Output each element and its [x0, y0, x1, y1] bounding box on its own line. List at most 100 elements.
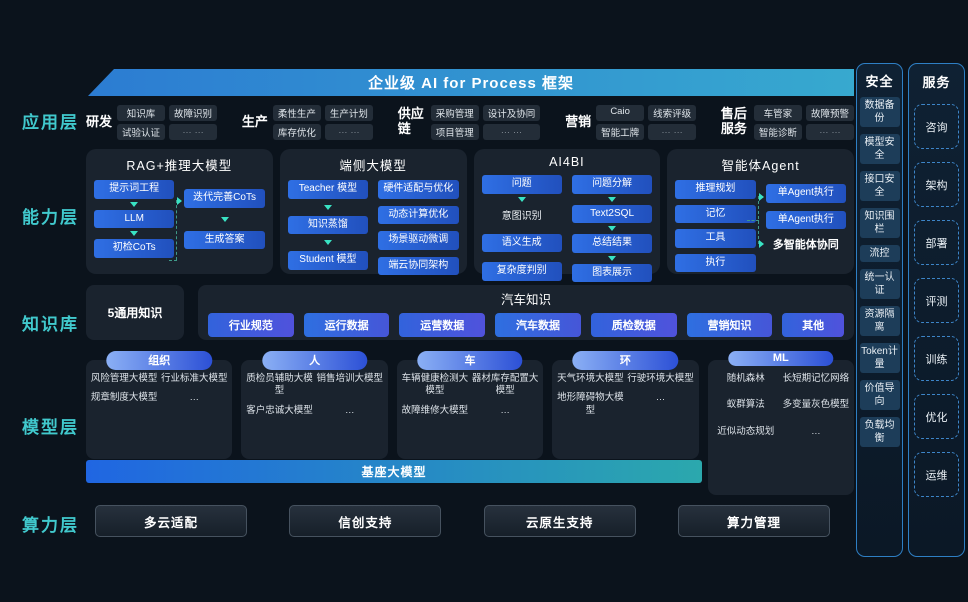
- app-item: 柔性生产: [272, 104, 321, 121]
- connector-line: [176, 200, 178, 260]
- flow-step: 迭代完善CoTs: [184, 189, 265, 208]
- app-group-items: 知识库 故障识别 试验认证… …: [117, 104, 218, 140]
- model-layer-row: 组织 风险管理大模型 行业标准大模型 规章制度大模型 … 人 质检员辅助大模型 销售培训…: [86, 351, 855, 495]
- flow-step: 语义生成: [481, 233, 562, 252]
- security-item: 流控: [859, 245, 900, 262]
- layer-label-application: 应用层: [22, 113, 79, 132]
- knowledge-pill: 行业规范: [208, 313, 294, 337]
- security-item: 模型安全: [859, 134, 900, 164]
- model-group-ml: ML 随机森林 长短期记忆网络 蚁群算法 多变量灰色模型 近似动态规划…: [707, 351, 855, 495]
- model-group-vehicle: 车 车辆健康检测大模型 器材库存配置大模型 故障维修大模型…: [396, 351, 544, 459]
- app-item: 故障识别: [169, 104, 218, 121]
- security-item: 接口安全: [859, 171, 900, 201]
- flow-step: 知识蒸馏: [287, 215, 369, 234]
- flow-step: 生成答案: [184, 230, 265, 249]
- framework-banner: 企业级 AI for Process 框架: [88, 69, 854, 96]
- knowledge-pill: 汽车数据: [495, 313, 581, 337]
- model-items: 天气环境大模型 行驶环境大模型 地形障碍物大模型…: [556, 373, 694, 417]
- app-group-items: 采购管理 设计及协同 项目管理… …: [430, 104, 541, 140]
- flow-step: 初检CoTs: [94, 239, 175, 258]
- model-item: …: [500, 404, 510, 416]
- arrow-down-icon: [323, 240, 332, 245]
- base-model-bar: 基座大模型: [86, 460, 702, 483]
- app-group-items: 柔性生产 生产计划 库存优化… …: [272, 104, 373, 140]
- connector-line: [746, 220, 759, 221]
- service-item: 优化: [914, 394, 959, 439]
- app-item: 生产计划: [324, 104, 373, 121]
- layer-label-capability: 能力层: [22, 208, 79, 227]
- flow-step: LLM: [94, 209, 175, 228]
- model-item: 行业标准大模型: [161, 373, 228, 384]
- arrow-down-icon: [323, 204, 332, 210]
- security-items: 数据备份 模型安全 接口安全 知识围栏 流控 统一认证 资源隔离 Token计量 价值导向 负载均…: [859, 97, 900, 447]
- flow-step: 复杂度判别: [481, 262, 562, 281]
- general-knowledge-box: 5通用知识: [86, 285, 184, 340]
- app-item: … …: [169, 123, 218, 140]
- arrow-down-icon: [608, 196, 617, 202]
- flow-step: 记忆: [675, 204, 756, 223]
- model-group-header: 车: [417, 351, 523, 370]
- model-item: …: [344, 404, 355, 416]
- model-item: 风险管理大模型: [90, 373, 158, 384]
- app-item: Caio: [596, 104, 645, 121]
- model-item: 天气环境大模型: [557, 373, 624, 384]
- security-item: 价值导向: [859, 380, 900, 410]
- model-items: 质检员辅助大模型 销售培训大模型 客户忠诚大模型…: [245, 373, 383, 417]
- compute-item: 多云适配: [95, 505, 247, 537]
- model-group-organization: 组织 风险管理大模型 行业标准大模型 规章制度大模型 …: [86, 351, 233, 459]
- compute-item: 云原生支持: [483, 505, 636, 537]
- security-item: 资源隔离: [859, 306, 900, 336]
- framework-title: 企业级 AI for Process 框架: [367, 75, 575, 92]
- app-item: 智能诊断: [753, 123, 802, 140]
- app-group-label: 售后服务: [720, 106, 747, 136]
- app-item: … …: [324, 123, 373, 140]
- arrow-down-icon: [130, 201, 139, 207]
- knowledge-pill: 运行数据: [303, 313, 390, 337]
- arrow-down-icon: [130, 231, 139, 236]
- flow-step-text: 意图识别: [501, 210, 542, 222]
- app-item: 库存优化: [272, 123, 321, 140]
- box-title: 端侧大模型: [339, 159, 407, 173]
- flow-step: 单Agent执行: [765, 210, 846, 229]
- edge-right-list: 硬件适配与优化 动态计算优化 场景驱动微调 端云协同架构: [378, 180, 459, 275]
- capability-box-edge: 端侧大模型 Teacher 模型 知识蒸馏 Student 模型 硬件适配与优化…: [279, 149, 467, 275]
- security-item: 知识围栏: [859, 208, 900, 238]
- model-group-header: 组织: [106, 351, 212, 370]
- auto-knowledge-box: 汽车知识 行业规范 运行数据 运营数据 汽车数据 质检数据 营销知识 其他: [198, 285, 854, 340]
- arrow-down-icon: [608, 226, 617, 231]
- flow-step: 提示词工程: [94, 180, 175, 199]
- app-group-label: 供应链: [397, 106, 424, 136]
- box-title: RAG+推理大模型: [126, 159, 233, 173]
- flow-step: 问题: [481, 175, 562, 194]
- model-items: 随机森林 长短期记忆网络 蚁群算法 多变量灰色模型 近似动态规划…: [712, 373, 850, 438]
- security-item: Token计量: [859, 343, 900, 373]
- service-item: 部署: [914, 220, 959, 265]
- flow-step: 工具: [675, 229, 756, 248]
- app-item: 知识库: [117, 104, 166, 121]
- service-title: 服务: [922, 75, 951, 90]
- layer-label-model: 模型层: [22, 418, 79, 437]
- application-layer-row: 研发 知识库 故障识别 试验认证… … 生产 柔性生产 生产计划 库存优化… … 供应链…: [86, 100, 854, 144]
- security-item: 数据备份: [859, 97, 900, 127]
- app-item: 采购管理: [430, 104, 479, 121]
- flow-step: Text2SQL: [571, 204, 653, 223]
- app-group-items: 车管家 故障预警 智能诊断… …: [753, 104, 854, 140]
- flow-step: 执行: [675, 253, 756, 272]
- arrow-right-icon: [758, 240, 764, 248]
- model-item: 规章制度大模型: [90, 392, 158, 404]
- model-group-environment: 环 天气环境大模型 行驶环境大模型 地形障碍物大模型…: [552, 351, 699, 459]
- flow-step: 端云协同架构: [378, 256, 459, 275]
- model-group-people: 人 质检员辅助大模型 销售培训大模型 客户忠诚大模型…: [241, 351, 388, 459]
- arrow-down-icon: [608, 255, 617, 261]
- compute-item: 算力管理: [677, 505, 830, 537]
- app-item: … …: [482, 123, 541, 140]
- model-items: 车辆健康检测大模型 器材库存配置大模型 故障维修大模型…: [401, 373, 539, 417]
- security-item: 负载均衡: [859, 417, 900, 447]
- flow-step: 单Agent执行: [765, 184, 846, 203]
- knowledge-pill: 质检数据: [590, 313, 677, 337]
- arrow-right-icon: [758, 193, 764, 201]
- security-title: 安全: [865, 74, 894, 89]
- app-group-items: Caio 线索评级 智能工牌… …: [596, 104, 697, 140]
- model-item: …: [189, 392, 200, 404]
- app-group-label: 研发: [86, 113, 113, 129]
